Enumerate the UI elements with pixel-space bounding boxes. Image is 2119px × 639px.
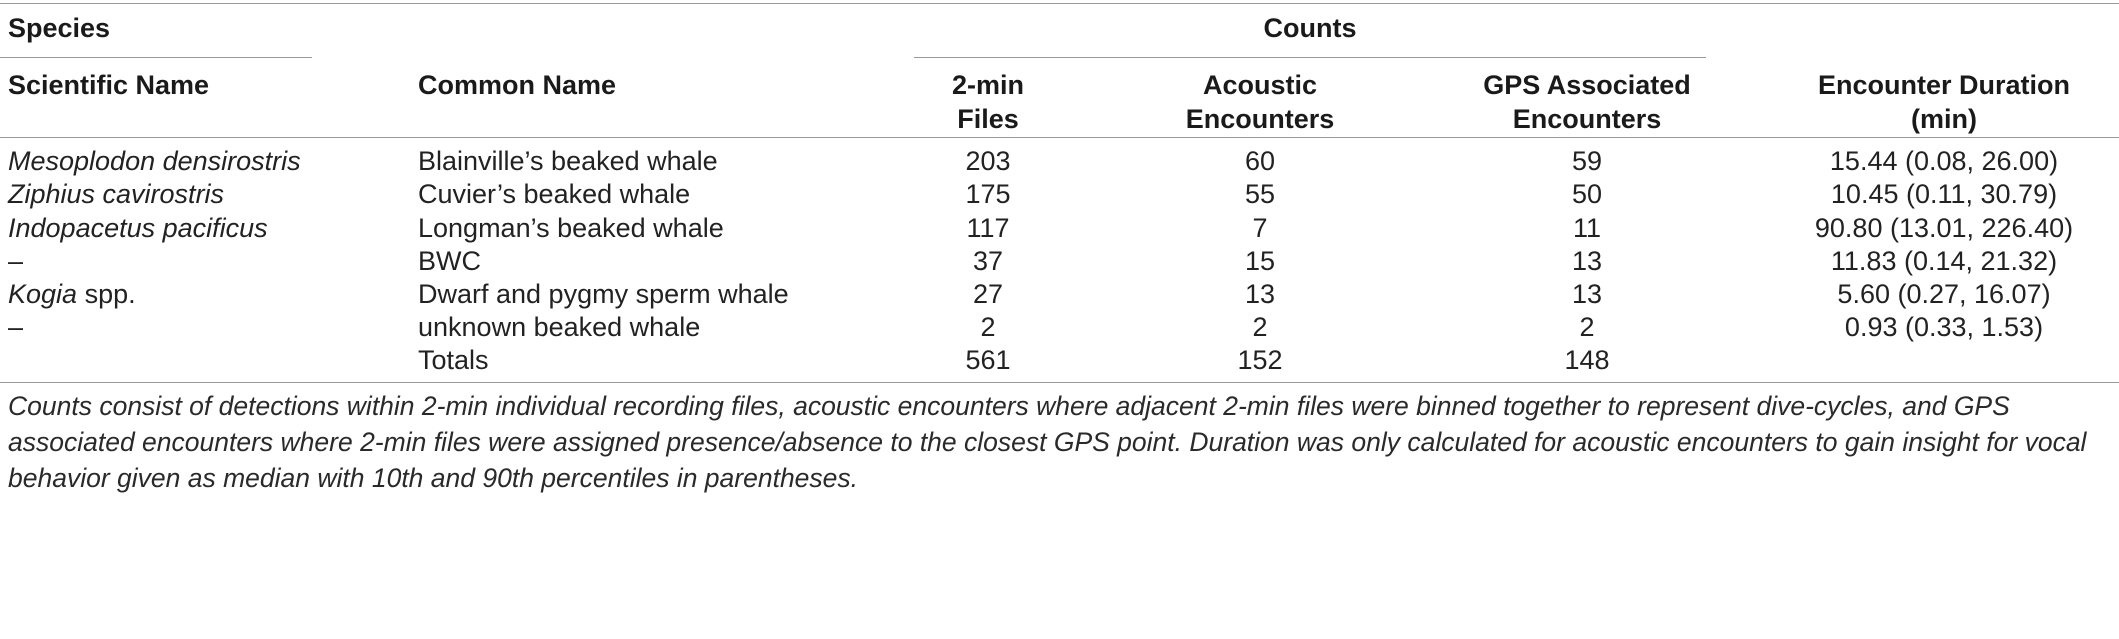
row-scientific-name: Indopacetus pacificus (8, 213, 268, 243)
row-duration: 11.83 (0.14, 21.32) (1830, 246, 2058, 276)
row-duration: 10.45 (0.11, 30.79) (1830, 179, 2058, 209)
header-duration-line1: Encounter Duration (1817, 70, 2070, 100)
row-common-name: Blainville’s beaked whale (418, 146, 718, 176)
table-bottom-rule (0, 382, 2119, 383)
row-acoustic: 60 (1244, 146, 1276, 176)
row-duration: 0.93 (0.33, 1.53) (1844, 312, 2044, 342)
row-duration: 15.44 (0.08, 26.00) (1829, 146, 2059, 176)
genus-name: Kogia (8, 279, 78, 309)
header-scientific-name: Scientific Name (8, 70, 210, 100)
row-files: 117 (966, 213, 1010, 243)
header-bottom-rule (0, 137, 2119, 138)
row-scientific-name: – (8, 312, 24, 342)
header-counts: Counts (1263, 13, 1357, 43)
row-files: 175 (965, 179, 1011, 209)
row-duration: 90.80 (13.01, 226.40) (1814, 213, 2074, 243)
row-gps: 13 (1571, 246, 1603, 276)
header-duration-line2: (min) (1911, 104, 1977, 134)
row-common-name: unknown beaked whale (418, 312, 701, 342)
header-species: Species (8, 13, 111, 43)
header-files-line1: 2-min (951, 70, 1024, 100)
species-underline (0, 57, 312, 58)
header-gps-line2: Encounters (1512, 104, 1662, 134)
row-acoustic: 7 (1252, 213, 1268, 243)
row-common-name: Cuvier’s beaked whale (418, 179, 691, 209)
counts-underline (914, 57, 1706, 58)
row-files: 203 (965, 146, 1011, 176)
header-common-name: Common Name (418, 70, 617, 100)
row-gps: 50 (1571, 179, 1603, 209)
row-scientific-name: Kogia spp. (8, 276, 136, 312)
row-files: 27 (972, 279, 1004, 309)
row-gps: 59 (1571, 146, 1603, 176)
spp-suffix: spp. (77, 279, 136, 309)
row-acoustic: 13 (1244, 279, 1276, 309)
header-acoustic-line2: Encounters (1185, 104, 1335, 134)
row-acoustic: 55 (1244, 179, 1276, 209)
row-common-name: Dwarf and pygmy sperm whale (418, 279, 789, 309)
row-gps: 13 (1571, 279, 1603, 309)
row-scientific-name: – (8, 246, 24, 276)
header-gps-line1: GPS Associated (1483, 70, 1691, 100)
row-common-name: Longman’s beaked whale (418, 213, 724, 243)
row-duration: 5.60 (0.27, 16.07) (1837, 279, 2051, 309)
row-gps: 11 (1572, 213, 1602, 243)
totals-gps: 148 (1564, 345, 1610, 375)
top-rule (0, 3, 2119, 4)
row-scientific-name: Ziphius cavirostris (8, 179, 225, 209)
totals-files: 561 (965, 345, 1011, 375)
row-files: 2 (980, 312, 996, 342)
row-acoustic: 2 (1252, 312, 1268, 342)
totals-acoustic: 152 (1237, 345, 1283, 375)
row-files: 37 (972, 246, 1004, 276)
row-gps: 2 (1579, 312, 1595, 342)
header-files-line2: Files (957, 104, 1019, 134)
header-acoustic-line1: Acoustic (1202, 70, 1318, 100)
row-common-name: BWC (418, 246, 481, 276)
table-footnote: Counts consist of detections within 2-mi… (8, 391, 2087, 493)
row-acoustic: 15 (1244, 246, 1276, 276)
totals-label: Totals (418, 345, 489, 375)
row-scientific-name: Mesoplodon densirostris (8, 146, 301, 176)
